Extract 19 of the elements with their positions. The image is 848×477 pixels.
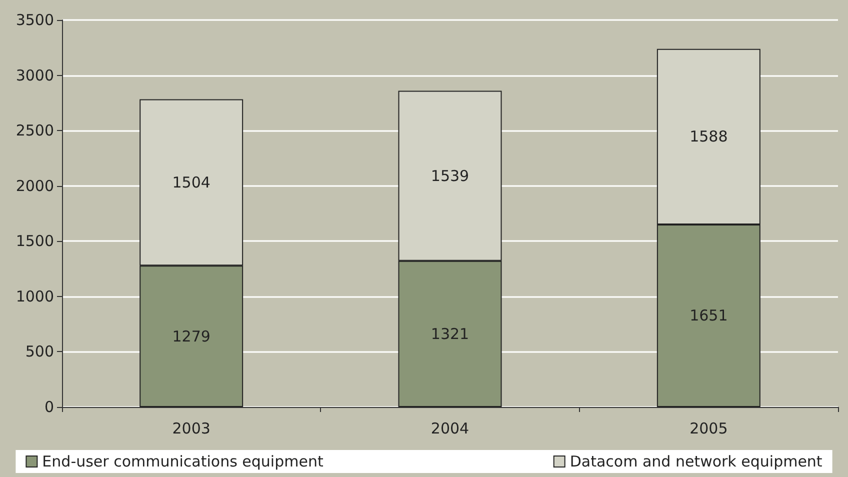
y-tick-label: 3500 <box>16 11 54 29</box>
y-tick-label: 0 <box>44 398 54 416</box>
data-label: 1279 <box>172 327 210 346</box>
y-tick-label: 2500 <box>16 122 54 140</box>
x-tick-label: 2005 <box>690 420 728 438</box>
y-tick-label: 1500 <box>16 232 54 250</box>
data-label: 1504 <box>172 173 210 192</box>
data-label: 1588 <box>690 128 728 146</box>
x-tick-label: 2003 <box>172 420 210 438</box>
legend-label: Datacom and network equipment <box>570 452 822 470</box>
legend-label: End-user communications equipment <box>42 452 324 470</box>
data-label: 1321 <box>430 324 470 343</box>
data-label: 1539 <box>430 166 470 185</box>
y-tick-label: 3000 <box>16 66 54 84</box>
data-label: 1651 <box>690 306 728 325</box>
x-tick-label: 2004 <box>430 420 470 438</box>
y-tick-label: 1000 <box>16 287 54 306</box>
y-tick-label: 2000 <box>16 176 54 195</box>
y-tick-label: 500 <box>25 342 54 361</box>
